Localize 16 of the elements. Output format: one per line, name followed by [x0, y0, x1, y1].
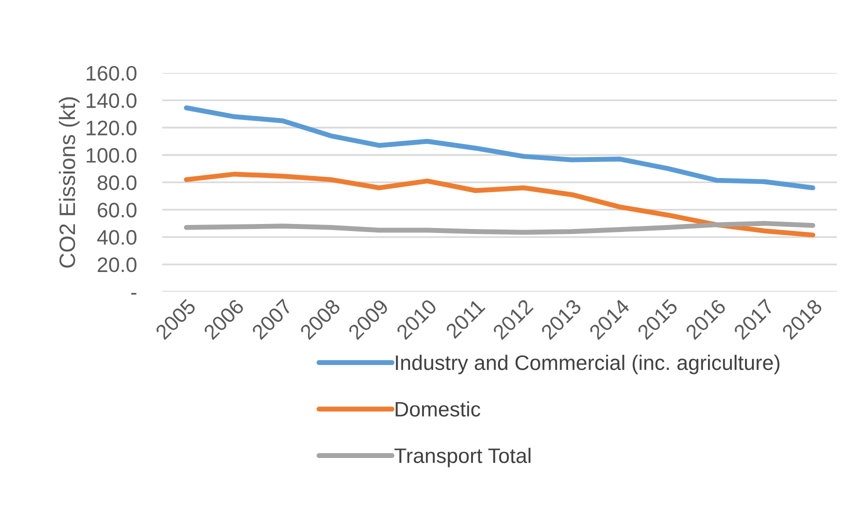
- y-tick-label: 40.0: [97, 230, 136, 245]
- y-tick-label: 140.0: [86, 93, 136, 108]
- line-series: [184, 220, 816, 235]
- legend-label: Industry and Commercial (inc. agriculture): [396, 354, 780, 374]
- y-tick-label: -: [131, 292, 136, 295]
- y-tick-label: 160.0: [86, 66, 136, 81]
- y-tick-label: 60.0: [98, 202, 136, 218]
- y-tick-label: 100.0: [86, 148, 136, 163]
- y-tick-label: 120.0: [86, 120, 136, 136]
- legend-label: Domestic: [396, 401, 480, 417]
- y-tick-label: 80.0: [98, 175, 136, 190]
- y-axis-title: CO2 Eissions (kt): [58, 97, 80, 268]
- line-series: [184, 172, 816, 238]
- y-tick-label: 20.0: [98, 257, 136, 272]
- line-series: [184, 105, 816, 190]
- legend-label: Transport Total: [394, 448, 530, 468]
